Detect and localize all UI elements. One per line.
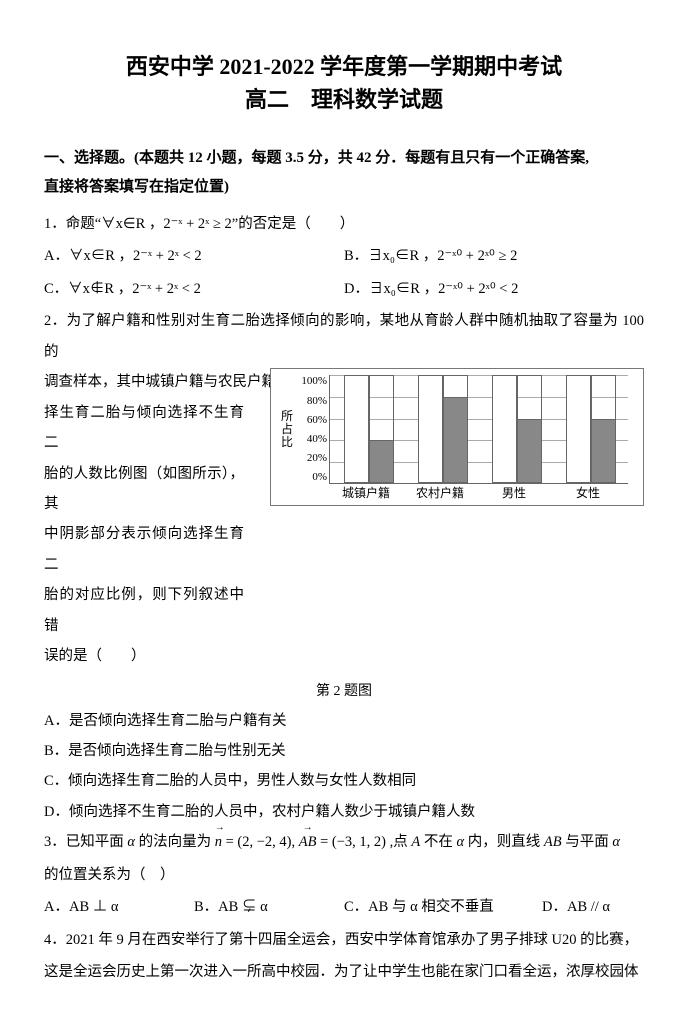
ytick-3: 40% <box>295 433 327 445</box>
q2-line-1: 2．为了解户籍和性别对生育二胎选择倾向的影响，某地从育龄人群中随机抽取了容量为 … <box>44 306 644 367</box>
q2-option-c: C．倾向选择生育二胎的人员中，男性人数与女性人数相同 <box>44 766 644 796</box>
chart-bar-group <box>418 375 468 483</box>
chart-bar-bg <box>418 375 443 483</box>
chart-bar-fg-fill <box>443 397 468 483</box>
question-2-wrap: 2．为了解户籍和性别对生育二胎选择倾向的影响，某地从育龄人群中随机抽取了容量为 … <box>44 306 644 671</box>
question-1-options-row1: A．∀x∈R ，2⁻ˣ + 2ˣ < 2 B．∃x₀∈R ，2⁻ˣ⁰ + 2ˣ⁰… <box>44 241 644 271</box>
chart-ylabel: 所占比 <box>279 375 295 484</box>
question-4-a: 4．2021 年 9 月在西安举行了第十四届全运会，西安中学体育馆承办了男子排球… <box>44 925 644 955</box>
q1-option-a: A．∀x∈R ，2⁻ˣ + 2ˣ < 2 <box>44 241 344 271</box>
ytick-4: 20% <box>295 452 327 464</box>
q1-option-b: B．∃x₀∈R ，2⁻ˣ⁰ + 2ˣ⁰ ≥ 2 <box>344 241 644 271</box>
ytick-5: 0% <box>295 471 327 483</box>
ytick-0: 100% <box>295 375 327 387</box>
q3-option-d: D．AB // α <box>542 892 644 922</box>
chart-area: 所占比 100% 80% 60% 40% 20% 0% <box>279 375 635 484</box>
q3-option-a: A．AB ⊥ α <box>44 892 194 922</box>
section-1-header-a: 一、选择题。(本题共 12 小题，每题 3.5 分，共 42 分．每题有且只有一… <box>44 144 644 173</box>
chart-xtick: 男性 <box>477 484 551 501</box>
chart-bar-fg-fill <box>369 440 394 483</box>
title-line-1: 西安中学 2021-2022 学年度第一学期期中考试 <box>44 50 644 83</box>
q1-option-c: C．∀x∉R ，2⁻ˣ + 2ˣ < 2 <box>44 274 344 304</box>
q2-chart: 所占比 100% 80% 60% 40% 20% 0% 城镇户籍农村户籍男性女性 <box>270 368 644 506</box>
q1-option-d: D．∃x₀∈R ，2⁻ˣ⁰ + 2ˣ⁰ < 2 <box>344 274 644 304</box>
title-line-2: 高二 理科数学试题 <box>44 83 644 116</box>
chart-xtick: 城镇户籍 <box>329 484 403 501</box>
chart-bar-group <box>492 375 542 483</box>
q3-option-b: B．AB ⊊ α <box>194 892 344 922</box>
question-3-b: 的位置关系为（ ） <box>44 860 644 890</box>
question-1: 1．命题“∀x∈R ，2⁻ˣ + 2ˣ ≥ 2”的否定是（ ） <box>44 209 644 239</box>
q2-caption: 第 2 题图 <box>44 680 644 700</box>
q2-option-a: A．是否倾向选择生育二胎与户籍有关 <box>44 706 644 736</box>
ytick-1: 80% <box>295 395 327 407</box>
chart-bar-fg-fill <box>517 419 542 484</box>
chart-bar-fg <box>443 375 468 483</box>
chart-bar-bg <box>492 375 517 483</box>
q2-line-4: 胎的人数比例图（如图所示），其 <box>44 459 244 520</box>
chart-xticks: 城镇户籍农村户籍男性女性 <box>329 484 635 501</box>
exam-page: 西安中学 2021-2022 学年度第一学期期中考试 高二 理科数学试题 一、选… <box>0 0 688 1020</box>
chart-bar-fg <box>369 375 394 483</box>
chart-xtick: 农村户籍 <box>403 484 477 501</box>
chart-yticks: 100% 80% 60% 40% 20% 0% <box>295 375 327 483</box>
question-1-options-row2: C．∀x∉R ，2⁻ˣ + 2ˣ < 2 D．∃x₀∈R ，2⁻ˣ⁰ + 2ˣ⁰… <box>44 274 644 304</box>
ytick-2: 60% <box>295 414 327 426</box>
q3-option-c: C．AB 与 α 相交不垂直 <box>344 892 542 922</box>
q2-line-6: 胎的对应比例，则下列叙述中错 <box>44 580 244 641</box>
question-3-a: 3．已知平面 α 的法向量为 n = (2, −2, 4), AB = (−3,… <box>44 827 644 857</box>
chart-bar-fg <box>591 375 616 483</box>
q2-option-b: B．是否倾向选择生育二胎与性别无关 <box>44 736 644 766</box>
section-1-header-b: 直接将答案填写在指定位置) <box>44 173 644 202</box>
chart-bar-bg <box>344 375 369 483</box>
chart-bar-group <box>344 375 394 483</box>
chart-ylabel-text: 所占比 <box>279 410 295 450</box>
chart-bar-fg-fill <box>591 419 616 484</box>
q2-line-3: 择生育二胎与倾向选择不生育二 <box>44 398 244 459</box>
chart-bar-group <box>566 375 616 483</box>
chart-bar-bg <box>566 375 591 483</box>
chart-plot <box>329 375 628 484</box>
section-1-header: 一、选择题。(本题共 12 小题，每题 3.5 分，共 42 分．每题有且只有一… <box>44 144 644 201</box>
question-4-b: 这是全运会历史上第一次进入一所高中校园．为了让中学生也能在家门口看全运，浓厚校园… <box>44 957 644 987</box>
chart-bar-fg <box>517 375 542 483</box>
q2-line-7: 误的是（ ） <box>44 641 244 671</box>
page-title: 西安中学 2021-2022 学年度第一学期期中考试 高二 理科数学试题 <box>44 50 644 116</box>
chart-xtick: 女性 <box>551 484 625 501</box>
q2-line-5: 中阴影部分表示倾向选择生育二 <box>44 519 244 580</box>
q2-option-d: D．倾向选择不生育二胎的人员中，农村户籍人数少于城镇户籍人数 <box>44 797 644 827</box>
question-3-options: A．AB ⊥ α B．AB ⊊ α C．AB 与 α 相交不垂直 D．AB //… <box>44 892 644 922</box>
